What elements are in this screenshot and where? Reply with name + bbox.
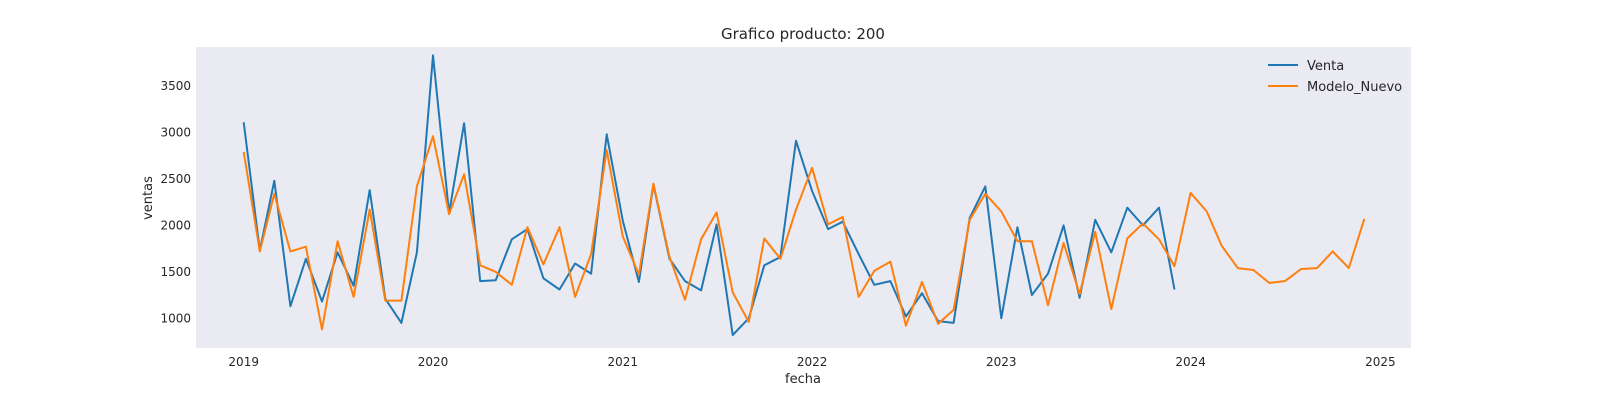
- y-tick-label: 3500: [160, 79, 191, 93]
- legend: Venta Modelo_Nuevo: [1268, 59, 1402, 95]
- x-tick-label: 2020: [418, 355, 449, 369]
- y-tick-labels: 1000 1500 2000 2500 3000 3500: [160, 79, 191, 325]
- x-tick-labels: 2019 2020 2021 2022 2023 2024 2025: [228, 355, 1395, 369]
- series-layer: [242, 54, 1366, 336]
- series-line-modelo-nuevo: [242, 135, 1366, 331]
- x-tick-label: 2021: [608, 355, 639, 369]
- x-tick-label: 2022: [797, 355, 828, 369]
- y-tick-label: 1000: [160, 311, 191, 325]
- y-tick-label: 2000: [160, 218, 191, 232]
- chart-title: Grafico producto: 200: [721, 25, 885, 43]
- plot-area: [196, 47, 1411, 348]
- y-tick-label: 2500: [160, 172, 191, 186]
- y-axis-label: ventas: [141, 176, 156, 220]
- series-line-venta: [242, 54, 1176, 336]
- x-tick-label: 2019: [228, 355, 259, 369]
- legend-label-venta: Venta: [1307, 59, 1344, 74]
- x-tick-label: 2023: [986, 355, 1017, 369]
- y-tick-label: 3000: [160, 126, 191, 140]
- y-tick-label: 1500: [160, 265, 191, 279]
- legend-label-modelo-nuevo: Modelo_Nuevo: [1307, 80, 1402, 95]
- x-tick-label: 2025: [1365, 355, 1396, 369]
- x-tick-label: 2024: [1175, 355, 1206, 369]
- x-axis-label: fecha: [785, 372, 821, 387]
